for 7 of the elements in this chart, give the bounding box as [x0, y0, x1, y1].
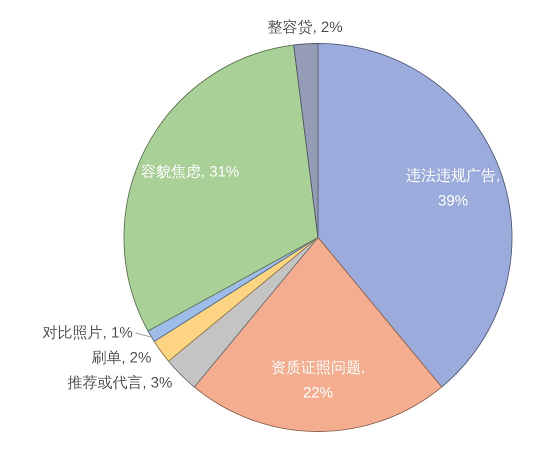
- slice-label: 违法违规广告, 39%: [406, 168, 500, 210]
- slice-label: 刷单, 2%: [91, 349, 152, 366]
- slice-label: 整容贷, 2%: [268, 19, 343, 36]
- slice-label: 资质证照问题, 22%: [270, 360, 366, 402]
- slice-label: 容貌焦虑, 31%: [140, 163, 240, 180]
- slice-label: 对比照片, 1%: [42, 324, 133, 342]
- slice-label: 推荐或代言, 3%: [67, 374, 172, 392]
